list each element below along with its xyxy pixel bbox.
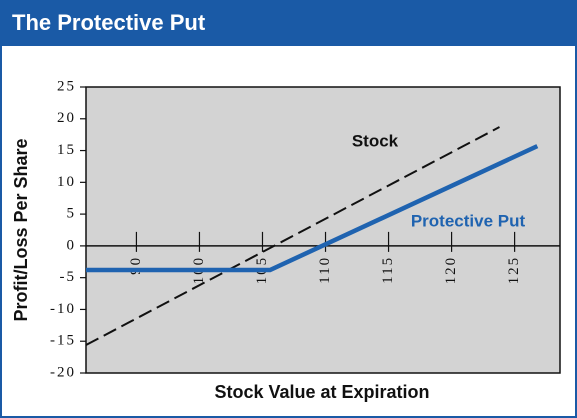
y-tick-label: 10 bbox=[57, 174, 76, 190]
series-label: Stock bbox=[352, 131, 399, 150]
plot-area bbox=[85, 86, 561, 374]
y-tick-label: -5 bbox=[60, 269, 77, 285]
x-tick-label: 125 bbox=[506, 256, 522, 285]
x-tick-label: 110 bbox=[317, 256, 333, 284]
y-tick-label: -10 bbox=[50, 301, 76, 317]
y-tick-label: 15 bbox=[57, 142, 76, 158]
y-axis-label: Profit/Loss Per Share bbox=[11, 138, 31, 321]
y-tick-label: 5 bbox=[67, 206, 77, 222]
y-tick-label: 0 bbox=[67, 237, 77, 253]
line bbox=[86, 144, 539, 273]
y-tick-label: 25 bbox=[57, 78, 76, 94]
chart-title: The Protective Put bbox=[12, 10, 206, 35]
y-tick-label: 20 bbox=[57, 110, 76, 126]
series-label: Protective Put bbox=[411, 211, 526, 230]
header bbox=[0, 0, 577, 46]
x-tick-label: 120 bbox=[443, 256, 459, 285]
line bbox=[85, 126, 500, 346]
y-tick-label: -15 bbox=[50, 333, 76, 349]
y-tick-label: -20 bbox=[50, 364, 76, 380]
x-tick-label: 115 bbox=[380, 256, 396, 284]
x-axis-label: Stock Value at Expiration bbox=[214, 382, 429, 402]
